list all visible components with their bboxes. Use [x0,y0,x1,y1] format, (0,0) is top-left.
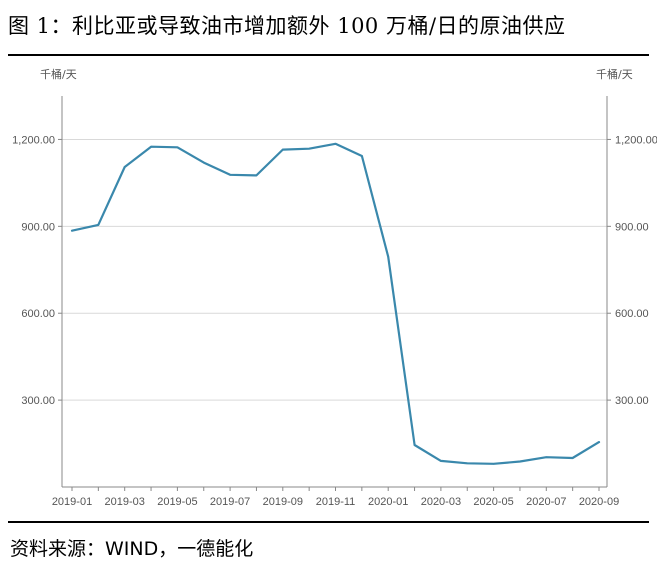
y-tick-label-left: 900.00 [21,221,55,233]
data-point [466,462,469,465]
data-point [176,146,179,149]
x-tick-label: 2019-09 [263,496,303,508]
data-point [229,173,231,176]
data-point [97,224,100,226]
x-tick-label: 2019-07 [210,496,250,508]
grid-lines [62,138,607,401]
y-tick-label-left: 300.00 [21,395,55,407]
data-point [545,456,548,458]
x-tick-label: 2020-05 [473,496,513,508]
title-rule [8,54,649,56]
y-tick-label-left: 600.00 [21,308,55,320]
axes [58,96,611,491]
x-tick-label: 2020-07 [526,496,566,508]
data-point [492,463,495,465]
x-tick-labels: 2019-01 2019-03 2019-05 2019-07 2019-09 2019-… [52,496,619,508]
y-tick-labels: 300.00 300.00 600.00 600.00 900.00 900.00 1,20… [12,134,657,407]
data-point [413,444,416,446]
y-tick-label-left: 1,200.00 [12,134,55,146]
data-point [255,174,258,177]
left-unit-label: 千桶/天 [40,67,77,81]
data-point [519,460,521,463]
x-tick-label: 2019-01 [52,496,92,508]
x-tick-label: 2020-03 [421,496,461,508]
data-point [308,147,310,150]
series-line [70,142,601,465]
data-point [598,441,600,443]
chart-title: 图 1：利比亚或导致油市增加额外 100 万桶/日的原油供应 [8,14,566,38]
right-unit-label: 千桶/天 [596,67,633,81]
data-point [123,166,126,168]
series-group [70,142,601,465]
data-point [571,457,574,459]
y-tick-label-right: 1,200.00 [615,134,657,146]
data-point [202,161,205,164]
source-note: 资料来源：WIND，一德能化 [10,538,254,560]
source-rule [8,521,649,523]
x-tick-label: 2020-01 [368,496,408,508]
y-tick-label-right: 600.00 [615,308,649,320]
data-point [334,142,337,145]
data-point [387,255,390,258]
data-point [361,155,363,157]
x-tick-label: 2019-05 [157,496,197,508]
data-point [71,229,73,232]
x-tick-label: 2020-09 [579,496,619,508]
data-point [440,460,442,462]
y-tick-label-right: 900.00 [615,221,649,233]
y-tick-label-right: 300.00 [615,395,649,407]
data-point [150,145,152,148]
x-tick-label: 2019-11 [316,496,356,508]
data-point [282,148,284,151]
x-tick-label: 2019-03 [105,496,145,508]
